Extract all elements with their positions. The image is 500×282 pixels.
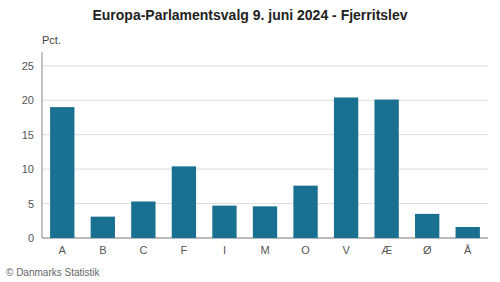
bar: [415, 214, 439, 238]
y-tick-label: 5: [28, 198, 34, 210]
y-tick-label: 20: [22, 94, 34, 106]
grid: [42, 66, 488, 238]
bar: [456, 227, 480, 238]
y-tick-label: 15: [22, 129, 34, 141]
bars: [50, 97, 480, 238]
bar: [131, 201, 155, 238]
x-tick-label: Æ: [381, 244, 392, 256]
x-tick-label: A: [59, 244, 67, 256]
grid-line: [42, 134, 488, 135]
y-tick-label: 0: [28, 232, 34, 244]
y-axis-line: [42, 52, 43, 238]
bar: [212, 206, 236, 238]
footer: © Danmarks Statistik: [6, 267, 101, 278]
bar: [172, 166, 196, 238]
x-tick-label: Ø: [423, 244, 432, 256]
x-tick-label: B: [99, 244, 106, 256]
grid-line: [42, 169, 488, 170]
grid-line: [42, 203, 488, 204]
x-tick-label: C: [139, 244, 147, 256]
grid-line: [42, 100, 488, 101]
x-tick-label: M: [260, 244, 269, 256]
chart-container: Europa-Parlamentsvalg 9. juni 2024 - Fje…: [0, 0, 500, 282]
grid-line: [42, 65, 488, 66]
bar: [253, 206, 277, 238]
bar: [374, 100, 398, 238]
bar: [50, 107, 74, 238]
x-tick-label: O: [301, 244, 310, 256]
y-tick-label: 25: [22, 60, 34, 72]
x-tick-label: F: [181, 244, 188, 256]
bar: [91, 217, 115, 238]
bar: [293, 186, 317, 238]
title: Europa-Parlamentsvalg 9. juni 2024 - Fje…: [92, 7, 407, 23]
y-tick-label: 10: [22, 163, 34, 175]
bar: [334, 97, 358, 238]
x-tick-label: I: [223, 244, 226, 256]
y-axis-label: Pct.: [42, 34, 61, 46]
chart: Europa-Parlamentsvalg 9. juni 2024 - Fje…: [0, 0, 500, 282]
x-tick-label: Å: [464, 244, 472, 256]
x-tick-label: V: [342, 244, 350, 256]
